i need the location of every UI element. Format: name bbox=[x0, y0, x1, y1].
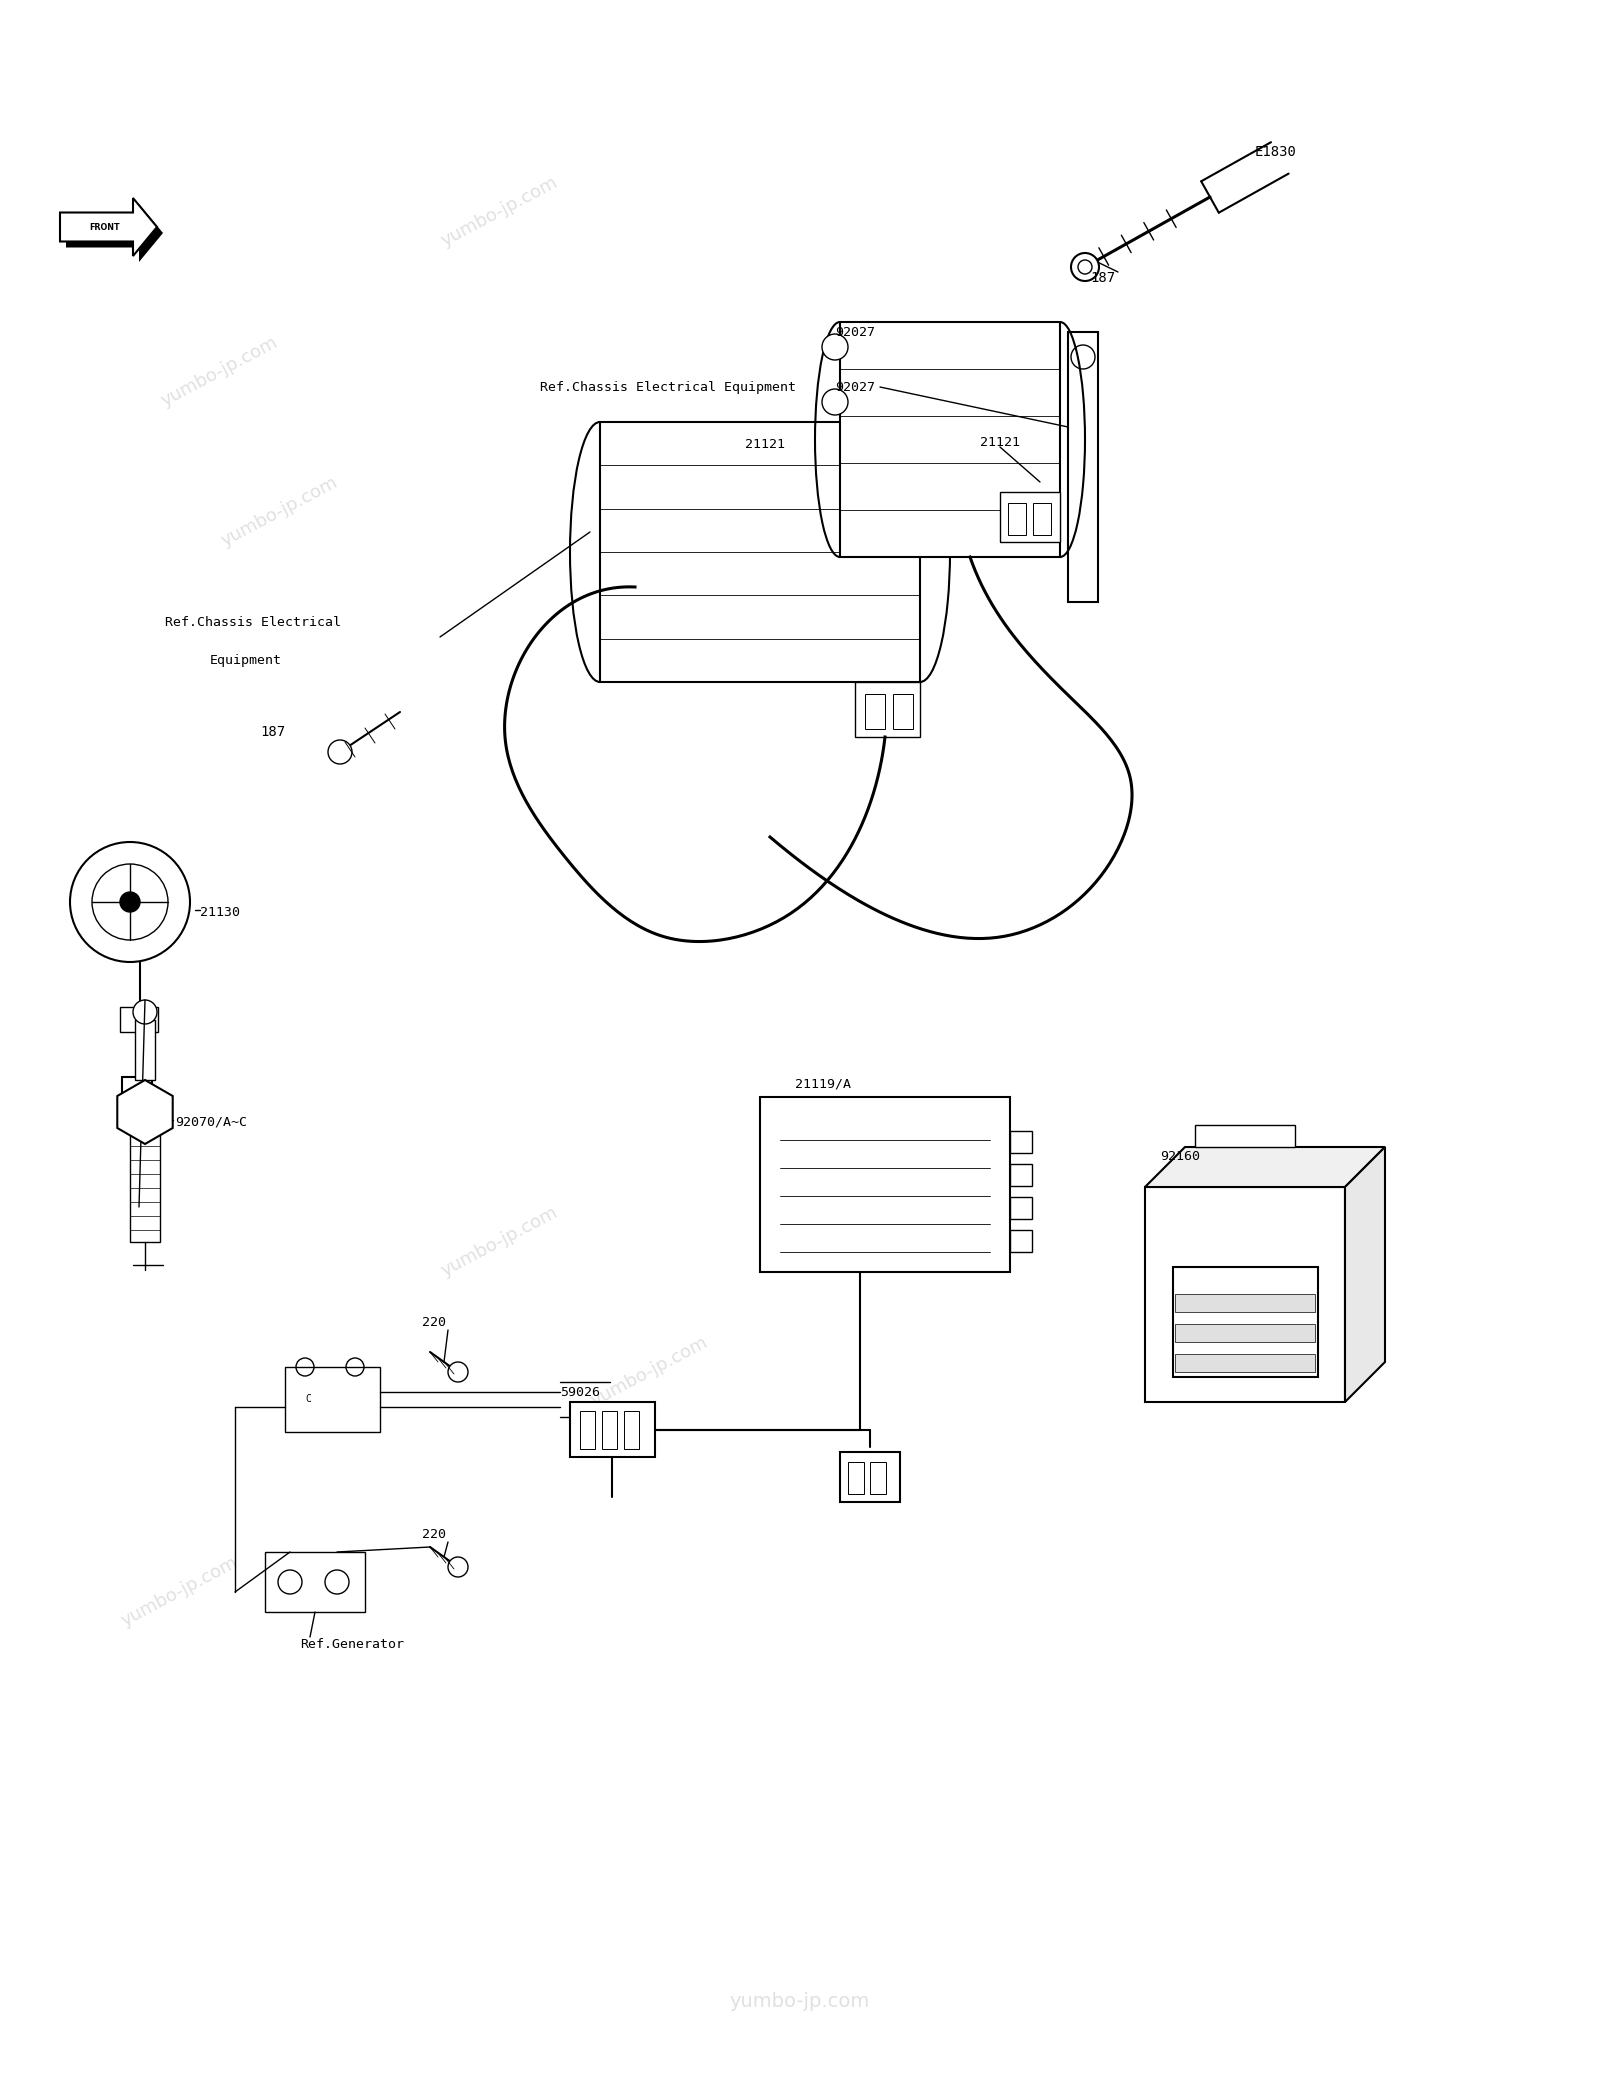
Text: 92160: 92160 bbox=[1160, 1151, 1200, 1163]
Text: 92027: 92027 bbox=[835, 326, 875, 339]
Bar bbox=[854, 682, 920, 736]
Bar bbox=[130, 1113, 160, 1243]
Text: FRONT: FRONT bbox=[90, 222, 120, 232]
Bar bbox=[602, 1410, 618, 1450]
Bar bbox=[1010, 1230, 1032, 1251]
Bar bbox=[1174, 1324, 1315, 1341]
Text: Ref.Chassis Electrical: Ref.Chassis Electrical bbox=[165, 615, 341, 628]
Bar bbox=[1173, 1268, 1318, 1377]
Text: 59026: 59026 bbox=[560, 1385, 600, 1397]
Bar bbox=[600, 423, 920, 682]
Text: C: C bbox=[306, 1395, 310, 1404]
Text: yumbo-jp.com: yumbo-jp.com bbox=[219, 473, 341, 550]
Bar bbox=[1008, 502, 1026, 536]
Polygon shape bbox=[59, 199, 157, 255]
Circle shape bbox=[1078, 259, 1091, 274]
Bar bbox=[893, 695, 914, 728]
Text: 92027: 92027 bbox=[835, 381, 875, 393]
Text: 187: 187 bbox=[259, 726, 285, 738]
Bar bbox=[285, 1366, 381, 1433]
Bar bbox=[848, 1462, 864, 1494]
Circle shape bbox=[448, 1556, 467, 1577]
Bar bbox=[570, 1402, 654, 1456]
Bar bbox=[840, 1452, 899, 1502]
Text: yumbo-jp.com: yumbo-jp.com bbox=[158, 333, 282, 410]
Text: yumbo-jp.com: yumbo-jp.com bbox=[118, 1554, 242, 1630]
Circle shape bbox=[822, 389, 848, 414]
Polygon shape bbox=[66, 205, 163, 262]
Circle shape bbox=[133, 1000, 157, 1023]
Text: 92070/A~C: 92070/A~C bbox=[174, 1115, 246, 1128]
Bar bbox=[760, 1096, 1010, 1272]
Text: yumbo-jp.com: yumbo-jp.com bbox=[438, 174, 562, 251]
Text: yumbo-jp.com: yumbo-jp.com bbox=[730, 1992, 870, 2013]
Bar bbox=[1069, 333, 1098, 602]
Circle shape bbox=[1070, 253, 1099, 280]
Text: Equipment: Equipment bbox=[210, 653, 282, 667]
Bar bbox=[866, 695, 885, 728]
Bar bbox=[624, 1410, 638, 1450]
Polygon shape bbox=[1346, 1146, 1386, 1402]
Bar bbox=[1034, 502, 1051, 536]
Bar bbox=[1010, 1132, 1032, 1153]
Text: 220: 220 bbox=[422, 1316, 446, 1328]
Text: Ref.Generator: Ref.Generator bbox=[301, 1638, 403, 1651]
Bar bbox=[1010, 1163, 1032, 1186]
Text: Ref.Chassis Electrical Equipment: Ref.Chassis Electrical Equipment bbox=[541, 381, 797, 393]
Text: yumbo-jp.com: yumbo-jp.com bbox=[589, 1333, 712, 1410]
Bar bbox=[266, 1552, 365, 1613]
Text: yumbo-jp.com: yumbo-jp.com bbox=[438, 1203, 562, 1280]
Circle shape bbox=[822, 335, 848, 360]
Bar bbox=[1195, 1125, 1294, 1146]
Bar bbox=[120, 1006, 158, 1031]
Circle shape bbox=[120, 891, 141, 912]
Text: 21121: 21121 bbox=[979, 435, 1021, 448]
Text: 220: 220 bbox=[422, 1527, 446, 1540]
Bar bbox=[1146, 1186, 1346, 1402]
Text: 187: 187 bbox=[1090, 272, 1115, 285]
Bar bbox=[1174, 1295, 1315, 1312]
Bar bbox=[134, 1021, 155, 1079]
Text: E1830: E1830 bbox=[1254, 144, 1298, 159]
Bar bbox=[870, 1462, 886, 1494]
Bar bbox=[1174, 1354, 1315, 1372]
Bar bbox=[1000, 492, 1059, 542]
Bar bbox=[579, 1410, 595, 1450]
Circle shape bbox=[328, 741, 352, 764]
Text: 21119/A: 21119/A bbox=[795, 1077, 851, 1090]
Text: 21130: 21130 bbox=[200, 906, 240, 918]
Polygon shape bbox=[1146, 1146, 1386, 1186]
Circle shape bbox=[448, 1362, 467, 1383]
Polygon shape bbox=[117, 1079, 173, 1144]
Text: 21121: 21121 bbox=[746, 437, 786, 450]
Bar bbox=[1010, 1197, 1032, 1220]
Bar bbox=[840, 322, 1059, 556]
Bar bbox=[122, 1077, 152, 1117]
